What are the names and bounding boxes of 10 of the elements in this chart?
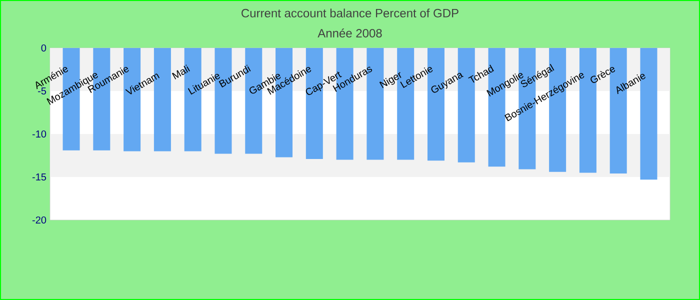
x-tick-label: Mali bbox=[172, 64, 190, 80]
y-tick-label: -20 bbox=[32, 216, 46, 224]
y-tick-label: -15 bbox=[32, 174, 46, 180]
y-tick-label: 0 bbox=[41, 44, 46, 52]
y-tick-label: -5 bbox=[38, 88, 46, 94]
y-tick-label: -10 bbox=[32, 130, 46, 138]
x-tick-label: Niger bbox=[379, 72, 402, 88]
chart-title: Current account balance Percent of GDP bbox=[242, 8, 458, 18]
chart-subtitle: Année 2008 bbox=[318, 28, 382, 38]
x-tick-label: Grèce bbox=[590, 67, 616, 83]
